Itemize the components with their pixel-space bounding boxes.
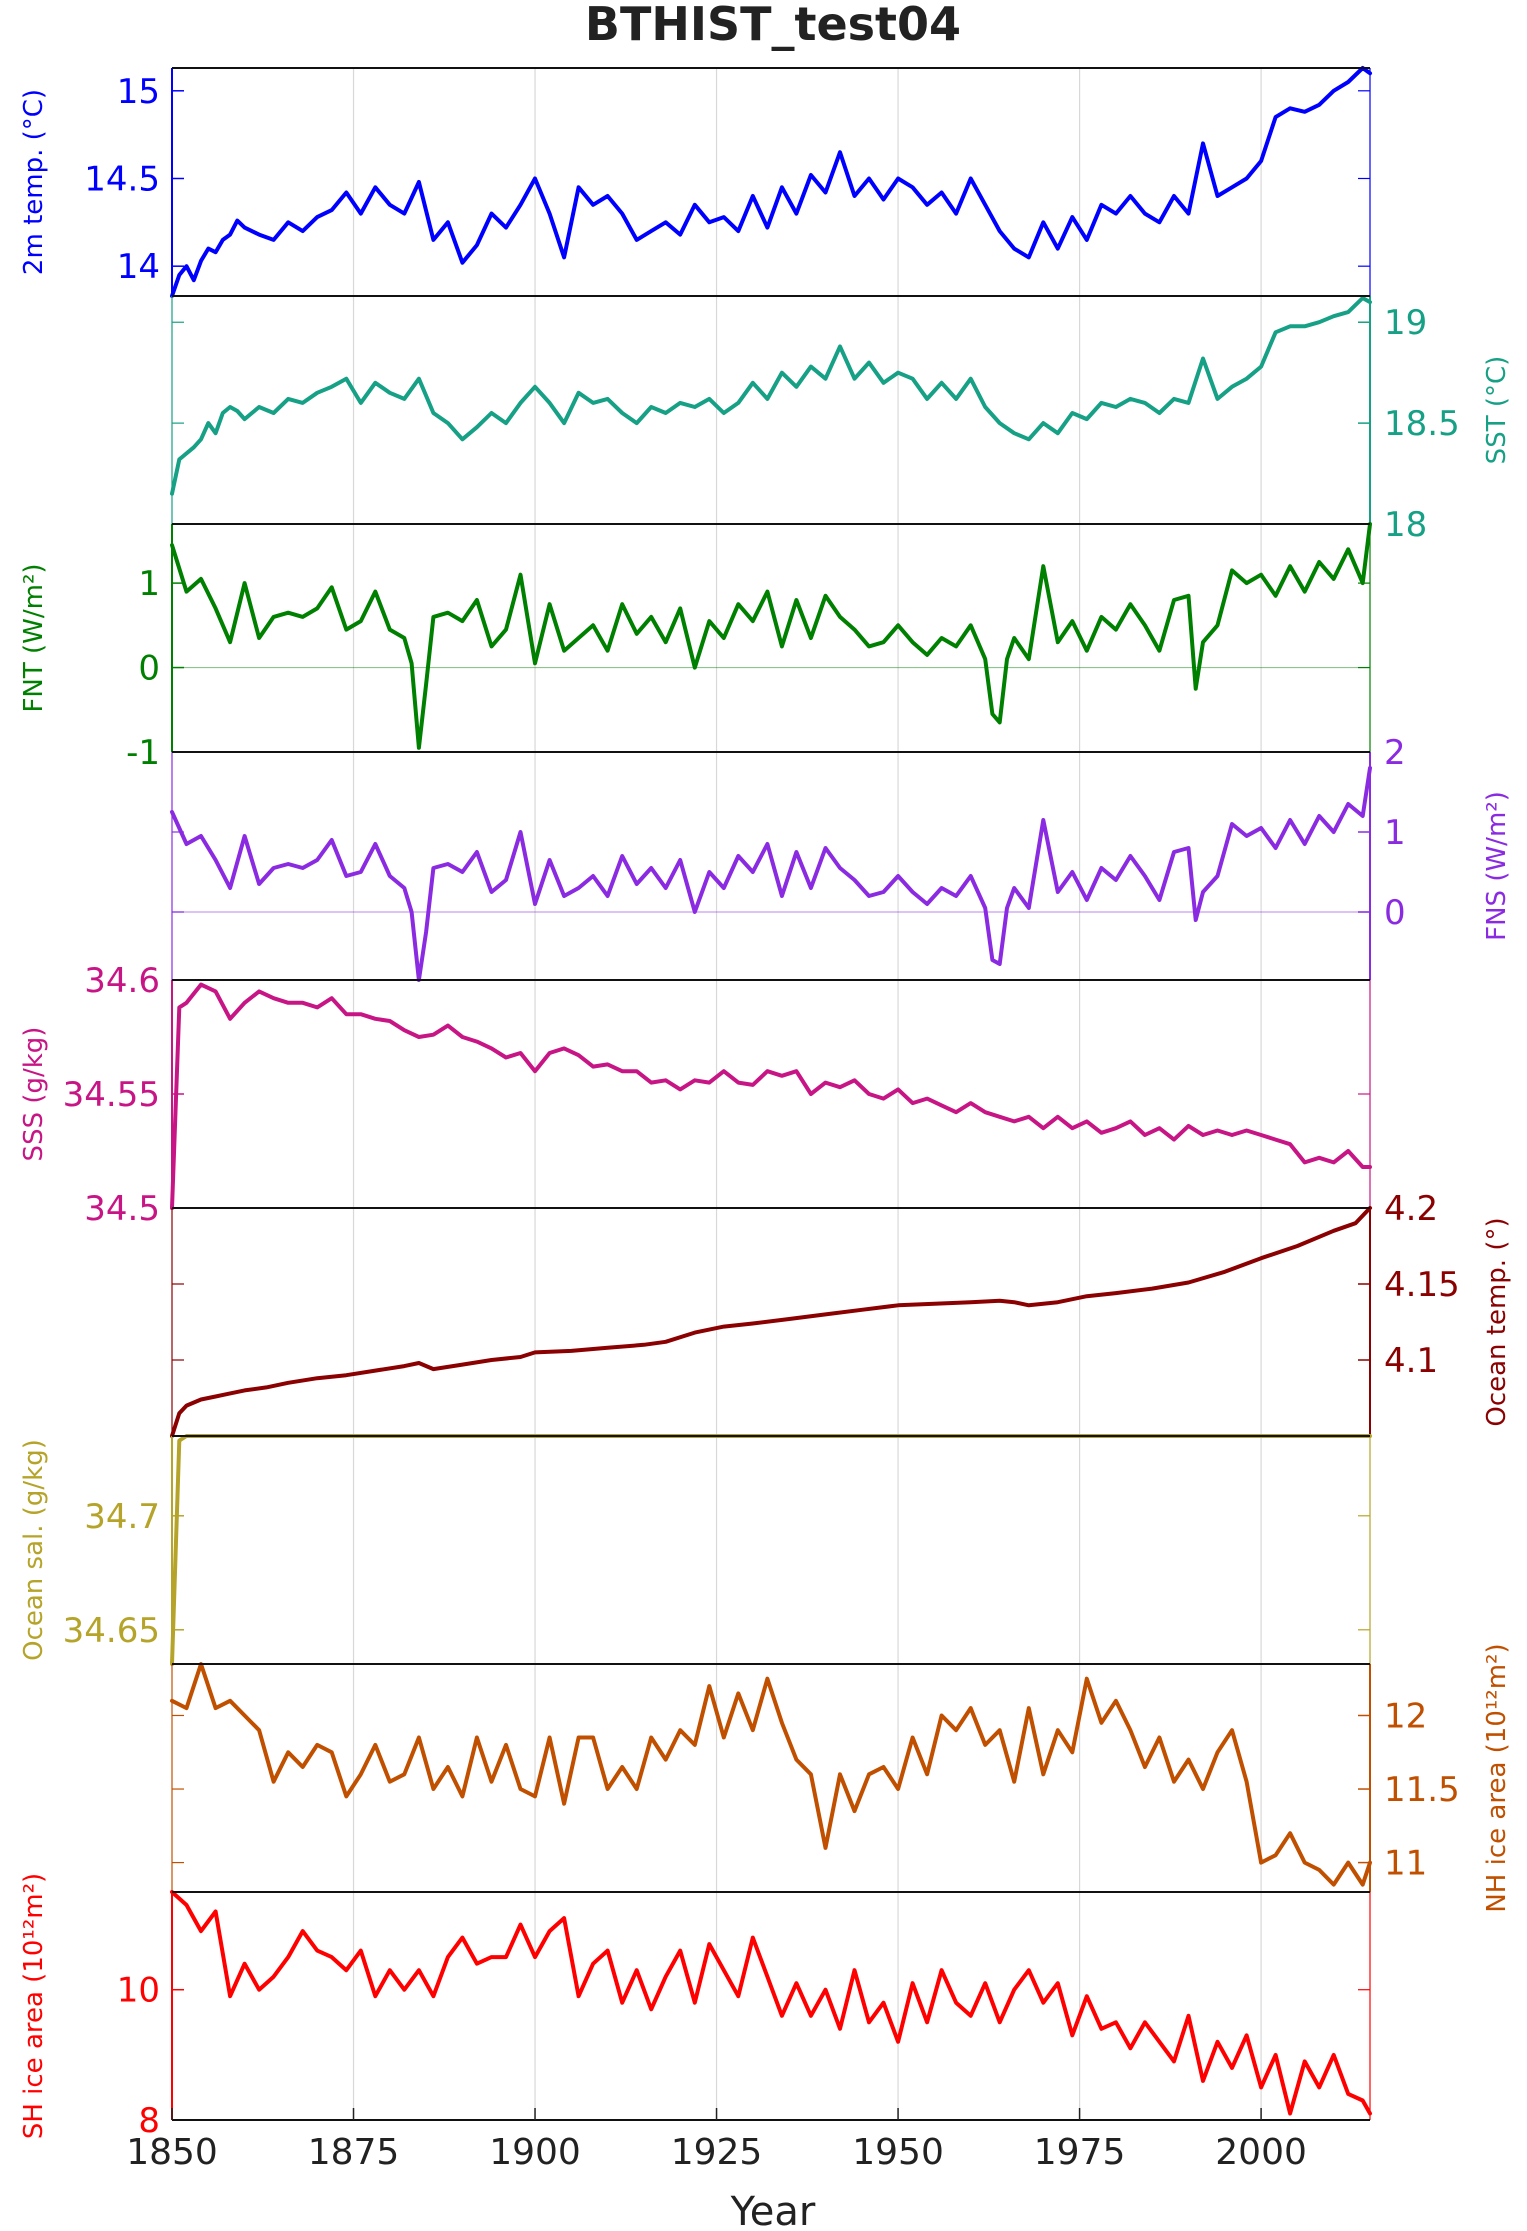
panel-fnt: -1 0 1 FNT (W/m²) xyxy=(19,522,1372,773)
y-axis-label-otemp: Ocean temp. (°) xyxy=(1482,1217,1512,1426)
y-tick-label-fns-2: 2 xyxy=(1384,733,1406,773)
series-line-t2m xyxy=(170,66,1372,298)
y-tick-label-sst-0: 18 xyxy=(1384,505,1427,545)
y-tick-label-sst-1: 18.5 xyxy=(1384,404,1460,444)
series-line-fnt xyxy=(170,522,1372,750)
series-line-otemp xyxy=(170,1206,1372,1438)
y-tick-label-nhice-0: 11 xyxy=(1384,1844,1427,1884)
y-tick-label-osal-0: 34.65 xyxy=(63,1611,160,1651)
y-tick-label-otemp-2: 4.2 xyxy=(1384,1189,1438,1229)
panel-shice: 8 10 SH ice area (10¹²m²) xyxy=(19,1873,1372,2141)
y-tick-label-sst-2: 19 xyxy=(1384,303,1427,343)
panel-t2m: 14 14.5 15 2m temp. (°C) xyxy=(19,66,1372,298)
series-line-nhice xyxy=(170,1662,1372,1887)
panel-fns: 0 1 2 FNS (W/m²) xyxy=(170,733,1512,982)
y-axis-label-fns: FNS (W/m²) xyxy=(1482,791,1512,941)
y-tick-label-sss-1: 34.55 xyxy=(63,1075,160,1115)
y-tick-label-fnt-0: -1 xyxy=(126,733,160,773)
series-line-fns xyxy=(170,766,1372,982)
y-tick-label-fns-1: 1 xyxy=(1384,813,1406,853)
y-tick-label-t2m-0: 14 xyxy=(117,247,160,287)
y-tick-label-fnt-1: 0 xyxy=(138,649,160,689)
y-tick-label-nhice-1: 11.5 xyxy=(1384,1770,1460,1810)
y-axis-label-shice: SH ice area (10¹²m²) xyxy=(19,1873,49,2139)
x-tick-label-1925: 1925 xyxy=(671,2132,763,2173)
y-tick-label-otemp-1: 4.15 xyxy=(1384,1265,1460,1305)
y-tick-label-otemp-0: 4.1 xyxy=(1384,1341,1438,1381)
y-axis-label-nhice: NH ice area (10¹²m²) xyxy=(1482,1643,1512,1912)
x-tick-label-1975: 1975 xyxy=(1034,2132,1126,2173)
y-tick-label-fnt-2: 1 xyxy=(138,564,160,604)
y-axis-label-fnt: FNT (W/m²) xyxy=(19,563,49,712)
x-tick-label-1900: 1900 xyxy=(489,2132,581,2173)
y-tick-label-t2m-2: 15 xyxy=(117,72,160,112)
x-tick-label-1850: 1850 xyxy=(126,2132,218,2173)
y-tick-label-shice-1: 10 xyxy=(117,1971,160,2011)
y-axis-label-sst: SST (°C) xyxy=(1482,356,1512,465)
y-tick-label-nhice-2: 12 xyxy=(1384,1696,1427,1736)
x-tick-label-1950: 1950 xyxy=(852,2132,944,2173)
panel-nhice: 11 11.5 12 NH ice area (10¹²m²) xyxy=(170,1643,1512,1913)
y-tick-label-t2m-1: 14.5 xyxy=(84,159,160,199)
y-axis-label-osal: Ocean sal. (g/kg) xyxy=(19,1439,49,1661)
panel-otemp: 4.1 4.15 4.2 Ocean temp. (°) xyxy=(170,1189,1512,1438)
x-axis-label: Year xyxy=(730,2189,816,2231)
y-tick-label-fns-0: 0 xyxy=(1384,893,1406,933)
figure-title: BTHIST_test04 xyxy=(585,0,961,51)
y-tick-label-shice-0: 8 xyxy=(138,2101,160,2141)
y-tick-label-sss-2: 34.6 xyxy=(84,961,160,1001)
series-line-sss xyxy=(170,982,1372,1210)
y-tick-label-osal-1: 34.7 xyxy=(84,1497,160,1537)
y-axis-label-t2m: 2m temp. (°C) xyxy=(19,89,49,275)
series-line-shice xyxy=(170,1890,1372,2116)
y-axis-label-sss: SSS (g/kg) xyxy=(19,1027,49,1162)
x-axis: 1850 1875 1900 1925 1950 1975 2000 xyxy=(126,67,1370,2173)
panel-sst: 18 18.5 19 SST (°C) xyxy=(170,296,1512,545)
y-tick-label-sss-0: 34.5 xyxy=(84,1189,160,1229)
x-tick-label-1875: 1875 xyxy=(308,2132,400,2173)
series-line-sst xyxy=(170,296,1372,496)
x-tick-label-2000: 2000 xyxy=(1215,2132,1307,2173)
